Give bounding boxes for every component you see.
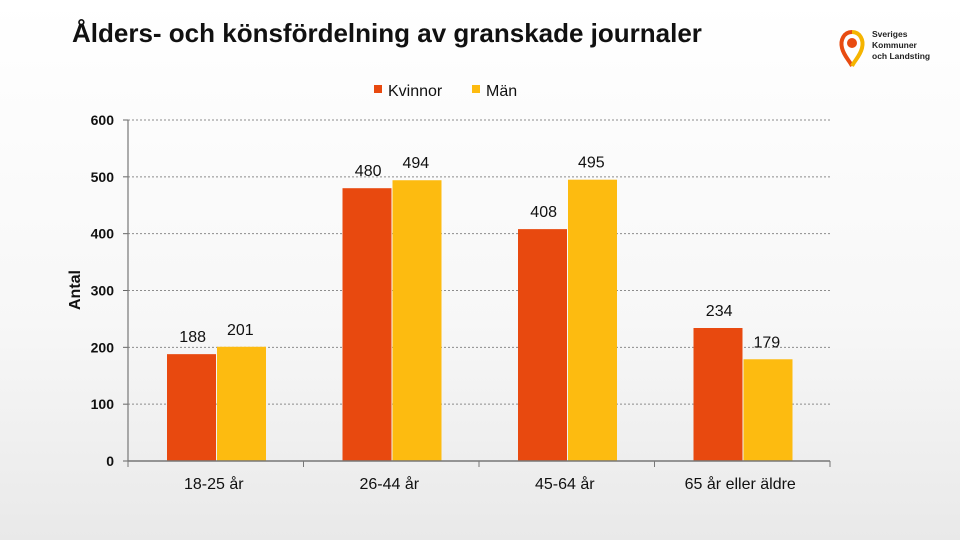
legend-swatch: [472, 85, 480, 93]
legend-label: Män: [486, 83, 517, 100]
x-tick-label: 18-25 år: [184, 475, 244, 493]
page-title: Ålders- och könsfördelning av granskade …: [72, 18, 702, 48]
bar-kvinnor: [167, 354, 216, 461]
bars: [167, 179, 793, 462]
data-label: 408: [530, 204, 557, 221]
legend-swatch: [374, 85, 382, 93]
x-tick-label: 45-64 år: [535, 475, 595, 493]
legend-label: Kvinnor: [388, 83, 443, 100]
data-label: 494: [403, 155, 430, 172]
logo-line: och Landsting: [872, 51, 931, 61]
data-label: 201: [227, 322, 254, 339]
bar-kvinnor: [518, 229, 567, 461]
y-tick-label: 500: [91, 169, 115, 185]
x-axis-ticks: 18-25 år 26-44 år 45-64 år 65 år eller äldr…: [184, 475, 796, 493]
y-tick-label: 200: [91, 339, 115, 355]
bar-män: [392, 180, 442, 461]
data-label: 480: [355, 163, 382, 180]
logo-line: Sveriges: [872, 29, 908, 39]
data-labels: 188 201 480 494 408 495 234 179: [179, 155, 780, 352]
logo-line: Kommuner: [872, 40, 917, 50]
y-tick-label: 600: [91, 112, 115, 128]
organization-logo: Sveriges Kommuner och Landsting: [836, 26, 946, 70]
data-label: 188: [179, 329, 206, 346]
data-label: 234: [706, 303, 733, 320]
data-label: 495: [578, 155, 605, 172]
legend: Kvinnor Män: [374, 83, 517, 100]
x-tick-label: 26-44 år: [359, 475, 419, 493]
y-axis-ticks: 0 100 200 300 400 500 600: [91, 112, 128, 469]
axes: [127, 120, 831, 467]
y-tick-label: 400: [91, 226, 115, 242]
bar-kvinnor: [693, 328, 743, 461]
logo-text: Sveriges Kommuner och Landsting: [872, 29, 930, 62]
bar-män: [568, 179, 617, 462]
logo-emblem-icon: [839, 30, 865, 67]
bar-kvinnor: [342, 188, 392, 461]
y-axis-label: Antal: [67, 270, 84, 310]
bar-män: [743, 359, 793, 461]
data-label: 179: [754, 334, 781, 351]
x-tick-label: 65 år eller äldre: [685, 475, 796, 493]
bar-män: [217, 346, 266, 461]
y-tick-label: 100: [91, 396, 115, 412]
y-tick-label: 300: [91, 283, 115, 299]
y-tick-label: 0: [106, 453, 114, 469]
